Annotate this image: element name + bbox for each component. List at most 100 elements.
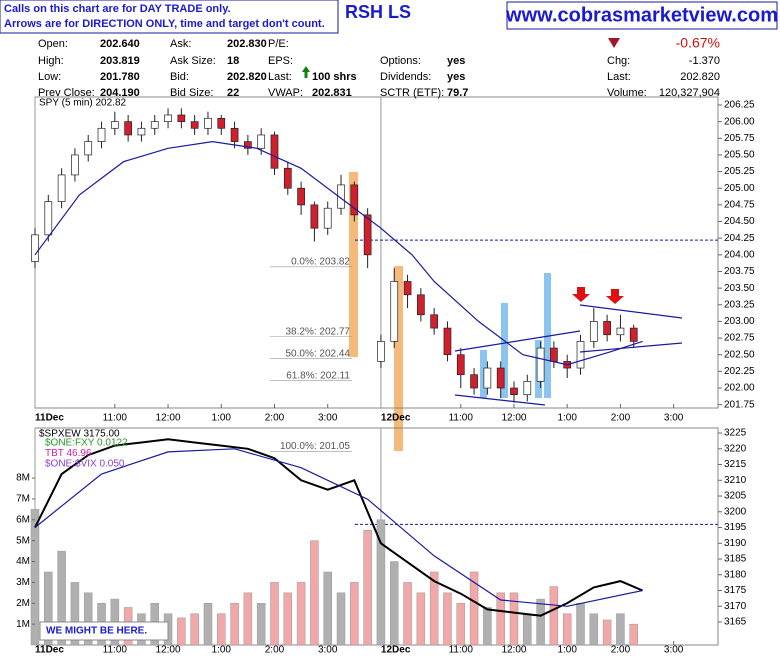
candle-body — [470, 374, 478, 389]
candle-body — [363, 214, 372, 256]
x-tick-label: 11Dec — [35, 413, 64, 424]
volume-bar — [509, 592, 519, 646]
legend-entry: $ONE:$VIX 0.050 — [45, 459, 125, 470]
site-url: www.cobrasmarketview.com — [505, 4, 778, 26]
candle-body — [496, 367, 505, 389]
orange-highlight — [394, 266, 403, 451]
series-line — [34, 438, 643, 617]
volume-tick-label: 5M — [16, 535, 30, 546]
x-tick-label: 1:00 — [557, 413, 577, 424]
note: WE MIGHT BE HERE. — [46, 626, 147, 637]
candle-body — [443, 327, 452, 356]
candle-body — [283, 167, 292, 189]
candle-body — [337, 184, 345, 209]
down-arrow — [606, 289, 624, 304]
x-tick-label: 3:00 — [318, 413, 338, 424]
y-tick-label: 201.75 — [724, 399, 755, 410]
volume-bar — [230, 603, 239, 646]
trend-line — [454, 330, 581, 352]
candle-body — [323, 207, 332, 229]
quote-value: 202.831 — [312, 87, 352, 99]
fib-label: 50.0%: 202.44 — [286, 348, 351, 359]
quote-value: 202.820 — [680, 71, 720, 83]
quote-value: 202.830 — [227, 38, 267, 50]
candle-body — [31, 234, 39, 262]
volume-bar — [469, 571, 479, 646]
volume-tick-label: 7M — [16, 494, 30, 505]
y-tick-label: 3205 — [724, 491, 747, 502]
candle-body — [150, 121, 159, 129]
quote-label: Dividends: — [380, 71, 431, 83]
volume-bar — [496, 592, 505, 646]
y-tick-label: 205.50 — [724, 150, 755, 161]
x-tick-label: 3:00 — [318, 645, 338, 656]
quote-value: 203.819 — [100, 55, 140, 67]
series-line — [34, 140, 643, 366]
notice-box — [0, 0, 339, 34]
candle-body — [270, 134, 279, 169]
volume-bar — [70, 582, 80, 646]
y-tick-label: 206.00 — [724, 116, 755, 127]
symbol-title: RSH LS — [345, 2, 411, 22]
y-tick-label: 202.75 — [724, 333, 755, 344]
panel-title: $SPXEW 3175.00 — [39, 429, 120, 440]
volume-bar — [429, 571, 439, 646]
quote-value: 18 — [227, 55, 239, 67]
volume-bar — [323, 571, 332, 646]
quote-label: SCTR (ETF): — [380, 87, 444, 99]
y-tick-label: 204.00 — [724, 249, 755, 260]
volume-bar — [203, 603, 213, 646]
x-tick-label: 12Dec — [381, 413, 411, 424]
candle-body — [230, 127, 239, 142]
x-tick-label: 11:00 — [449, 413, 474, 424]
quote-value: 120,327,904 — [659, 87, 720, 99]
candle-body — [177, 114, 186, 122]
notice-line: Calls on this chart are for DAY TRADE on… — [4, 3, 231, 15]
quote-value: 79.7 — [447, 87, 468, 99]
y-tick-label: 205.00 — [724, 183, 755, 194]
volume-bar — [336, 592, 346, 646]
volume-bar — [57, 550, 66, 646]
volume-bar — [403, 582, 412, 646]
quote-label: Bid Size: — [170, 87, 213, 99]
volume-bar — [616, 613, 625, 646]
uptick-arrow — [302, 66, 310, 78]
quote-label: Volume: — [607, 87, 647, 99]
volume-bar — [177, 617, 186, 646]
y-tick-label: 202.25 — [724, 366, 755, 377]
y-tick-label: 3180 — [724, 569, 747, 580]
y-tick-label: 3215 — [724, 459, 747, 470]
y-tick-label: 206.25 — [724, 100, 755, 111]
y-tick-label: 3175 — [724, 585, 747, 596]
candle-body — [536, 347, 545, 382]
trend-lines — [454, 304, 683, 406]
volume-bar — [602, 619, 612, 646]
fib-label: 38.2%: 202.77 — [286, 326, 351, 337]
blue-highlight — [480, 350, 487, 398]
x-tick-label: 2:00 — [265, 413, 285, 424]
change-percent: -0.67% — [676, 35, 720, 51]
candle-body — [310, 204, 319, 229]
quote-label: Ask Size: — [170, 55, 216, 67]
candle-body — [57, 174, 66, 202]
candle-body — [390, 281, 399, 342]
volume-bar — [629, 623, 638, 646]
volume-bar — [576, 603, 585, 646]
volume-tick-label: 8M — [16, 473, 30, 484]
quote-label: VWAP: — [268, 87, 303, 99]
y-tick-label: 204.50 — [724, 216, 755, 227]
y-tick-label: 3225 — [724, 428, 747, 439]
legend-entry: TBT 46.96 — [45, 448, 92, 459]
y-tick-label: 3220 — [724, 443, 747, 454]
y-tick-label: 3200 — [724, 506, 747, 517]
quote-label: EPS: — [268, 55, 293, 67]
volume-bar — [44, 571, 53, 646]
fib-label: 0.0%: 203.82 — [291, 256, 350, 267]
note-box — [39, 621, 169, 641]
quote-label: P/E: — [268, 38, 289, 50]
candle-body — [217, 117, 226, 129]
candle-body — [616, 327, 625, 336]
candle-body — [137, 127, 146, 136]
candle-body — [71, 154, 79, 176]
